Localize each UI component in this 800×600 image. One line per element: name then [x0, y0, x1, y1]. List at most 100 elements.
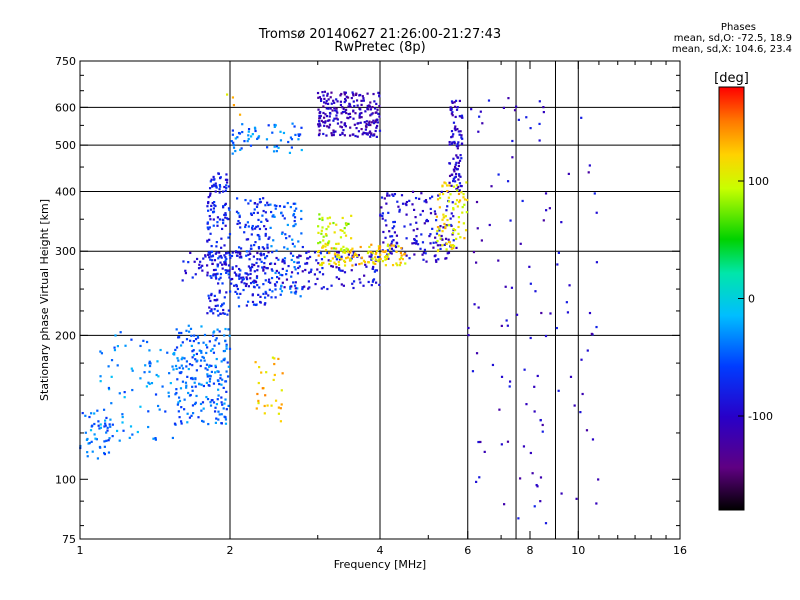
data-point	[533, 385, 536, 388]
data-point	[523, 368, 526, 371]
data-point	[110, 402, 113, 405]
data-point	[265, 292, 268, 295]
data-point	[86, 451, 89, 454]
data-point	[555, 326, 558, 330]
data-point	[277, 271, 281, 274]
data-point	[541, 423, 544, 427]
data-point	[195, 257, 199, 261]
data-point	[375, 124, 379, 128]
data-point	[271, 215, 274, 218]
data-point	[214, 204, 217, 208]
data-point	[220, 401, 223, 404]
data-point	[180, 406, 183, 409]
data-point	[228, 290, 232, 293]
data-point	[381, 250, 384, 253]
data-point	[207, 422, 210, 426]
data-point	[377, 260, 380, 263]
data-point	[225, 251, 228, 255]
data-point	[183, 357, 186, 360]
data-point	[225, 271, 228, 274]
data-point	[456, 106, 459, 109]
data-point	[344, 257, 348, 260]
data-point	[195, 369, 198, 372]
data-point	[317, 231, 320, 234]
data-point	[371, 112, 374, 115]
data-point	[236, 287, 240, 291]
data-point	[491, 363, 495, 367]
y-tick-label: 100	[55, 473, 76, 486]
data-point	[450, 136, 453, 139]
data-point	[327, 98, 330, 101]
data-point	[187, 324, 190, 327]
data-point	[213, 294, 216, 298]
data-point	[367, 104, 370, 107]
data-point	[249, 272, 252, 276]
data-point	[420, 233, 423, 236]
data-point	[405, 200, 409, 204]
data-point	[195, 352, 198, 356]
data-point	[393, 193, 397, 196]
data-point	[264, 211, 267, 214]
data-point	[457, 220, 461, 224]
data-point	[273, 204, 277, 207]
data-point	[222, 386, 225, 390]
data-point	[368, 245, 371, 249]
data-point	[392, 225, 396, 228]
data-point	[398, 264, 402, 267]
data-point	[521, 199, 524, 203]
data-point	[392, 249, 395, 252]
data-point	[296, 272, 300, 275]
data-point	[364, 110, 367, 113]
data-point	[349, 237, 353, 240]
data-point	[351, 247, 354, 250]
data-point	[346, 96, 350, 99]
data-point	[376, 108, 379, 111]
data-point	[273, 215, 276, 218]
data-point	[320, 119, 323, 122]
data-point	[177, 359, 180, 362]
data-point	[358, 262, 361, 266]
data-point	[220, 383, 223, 386]
data-point	[239, 269, 242, 272]
data-point	[370, 121, 373, 124]
data-point	[215, 184, 218, 188]
data-point	[321, 261, 324, 265]
data-point	[378, 129, 382, 132]
data-point	[216, 398, 219, 401]
data-point	[361, 95, 364, 98]
data-point	[214, 421, 218, 424]
data-point	[103, 440, 106, 443]
data-point	[222, 407, 225, 410]
data-point	[425, 201, 428, 204]
data-point	[434, 236, 437, 239]
data-point	[192, 349, 195, 352]
data-point	[175, 388, 178, 391]
data-point	[208, 340, 211, 343]
data-point	[455, 145, 458, 148]
data-point	[343, 231, 346, 234]
y-tick-label: 400	[55, 185, 76, 198]
data-point	[159, 348, 162, 352]
data-point	[277, 412, 281, 415]
data-point	[368, 121, 371, 124]
data-point	[193, 381, 196, 384]
data-point	[291, 238, 294, 241]
data-point	[253, 202, 257, 205]
data-point	[209, 349, 213, 352]
data-point	[267, 251, 270, 254]
data-point	[386, 192, 389, 195]
data-point	[459, 130, 462, 133]
data-point	[263, 225, 266, 228]
data-point	[457, 130, 460, 133]
data-point	[378, 105, 381, 108]
data-point	[191, 377, 194, 381]
data-point	[250, 135, 253, 138]
data-point	[237, 305, 241, 308]
data-point	[377, 245, 380, 248]
data-point	[354, 112, 357, 115]
data-point	[273, 283, 277, 286]
data-point	[441, 238, 444, 241]
data-point	[208, 377, 212, 380]
data-point	[390, 242, 393, 245]
data-point	[447, 196, 450, 199]
